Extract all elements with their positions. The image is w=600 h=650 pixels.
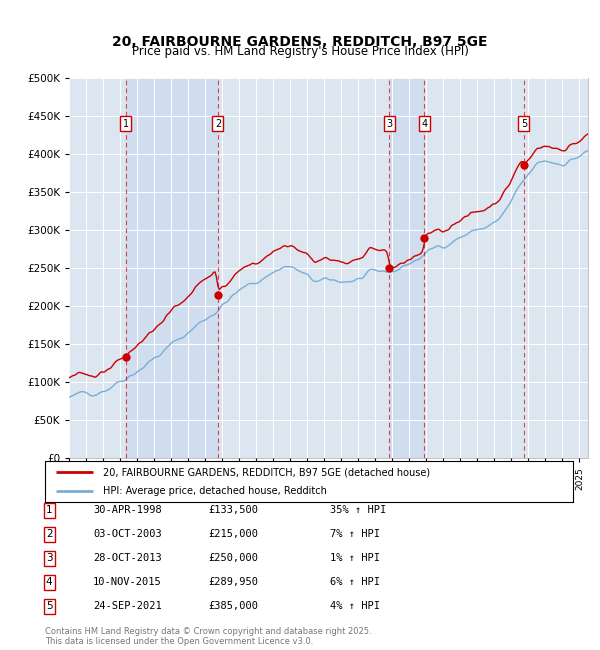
Text: 35% ↑ HPI: 35% ↑ HPI (330, 505, 386, 515)
Text: 03-OCT-2003: 03-OCT-2003 (93, 529, 162, 539)
Text: 28-OCT-2013: 28-OCT-2013 (93, 553, 162, 564)
Text: 30-APR-1998: 30-APR-1998 (93, 505, 162, 515)
Text: Contains HM Land Registry data © Crown copyright and database right 2025.
This d: Contains HM Land Registry data © Crown c… (45, 627, 371, 646)
Bar (389, 78, 424, 458)
Text: £215,000: £215,000 (208, 529, 258, 539)
Text: 1: 1 (46, 505, 53, 515)
Text: 4% ↑ HPI: 4% ↑ HPI (330, 601, 380, 612)
Text: 1% ↑ HPI: 1% ↑ HPI (330, 553, 380, 564)
Text: £289,950: £289,950 (208, 577, 258, 588)
Text: 2: 2 (215, 119, 221, 129)
Text: 5: 5 (46, 601, 53, 612)
Text: 5: 5 (521, 119, 527, 129)
Text: Price paid vs. HM Land Registry's House Price Index (HPI): Price paid vs. HM Land Registry's House … (131, 46, 469, 58)
Text: 3: 3 (386, 119, 392, 129)
Text: 24-SEP-2021: 24-SEP-2021 (93, 601, 162, 612)
Text: 4: 4 (46, 577, 53, 588)
Text: 4: 4 (421, 119, 427, 129)
Text: 20, FAIRBOURNE GARDENS, REDDITCH, B97 5GE: 20, FAIRBOURNE GARDENS, REDDITCH, B97 5G… (112, 34, 488, 49)
Bar (125, 78, 218, 458)
Text: £133,500: £133,500 (208, 505, 258, 515)
Text: 6% ↑ HPI: 6% ↑ HPI (330, 577, 380, 588)
Text: 10-NOV-2015: 10-NOV-2015 (93, 577, 162, 588)
Text: 7% ↑ HPI: 7% ↑ HPI (330, 529, 380, 539)
Text: 1: 1 (122, 119, 129, 129)
Text: £250,000: £250,000 (208, 553, 258, 564)
Text: 20, FAIRBOURNE GARDENS, REDDITCH, B97 5GE (detached house): 20, FAIRBOURNE GARDENS, REDDITCH, B97 5G… (103, 467, 430, 477)
Text: 2: 2 (46, 529, 53, 539)
Text: 3: 3 (46, 553, 53, 564)
Text: HPI: Average price, detached house, Redditch: HPI: Average price, detached house, Redd… (103, 486, 327, 496)
Text: £385,000: £385,000 (208, 601, 258, 612)
